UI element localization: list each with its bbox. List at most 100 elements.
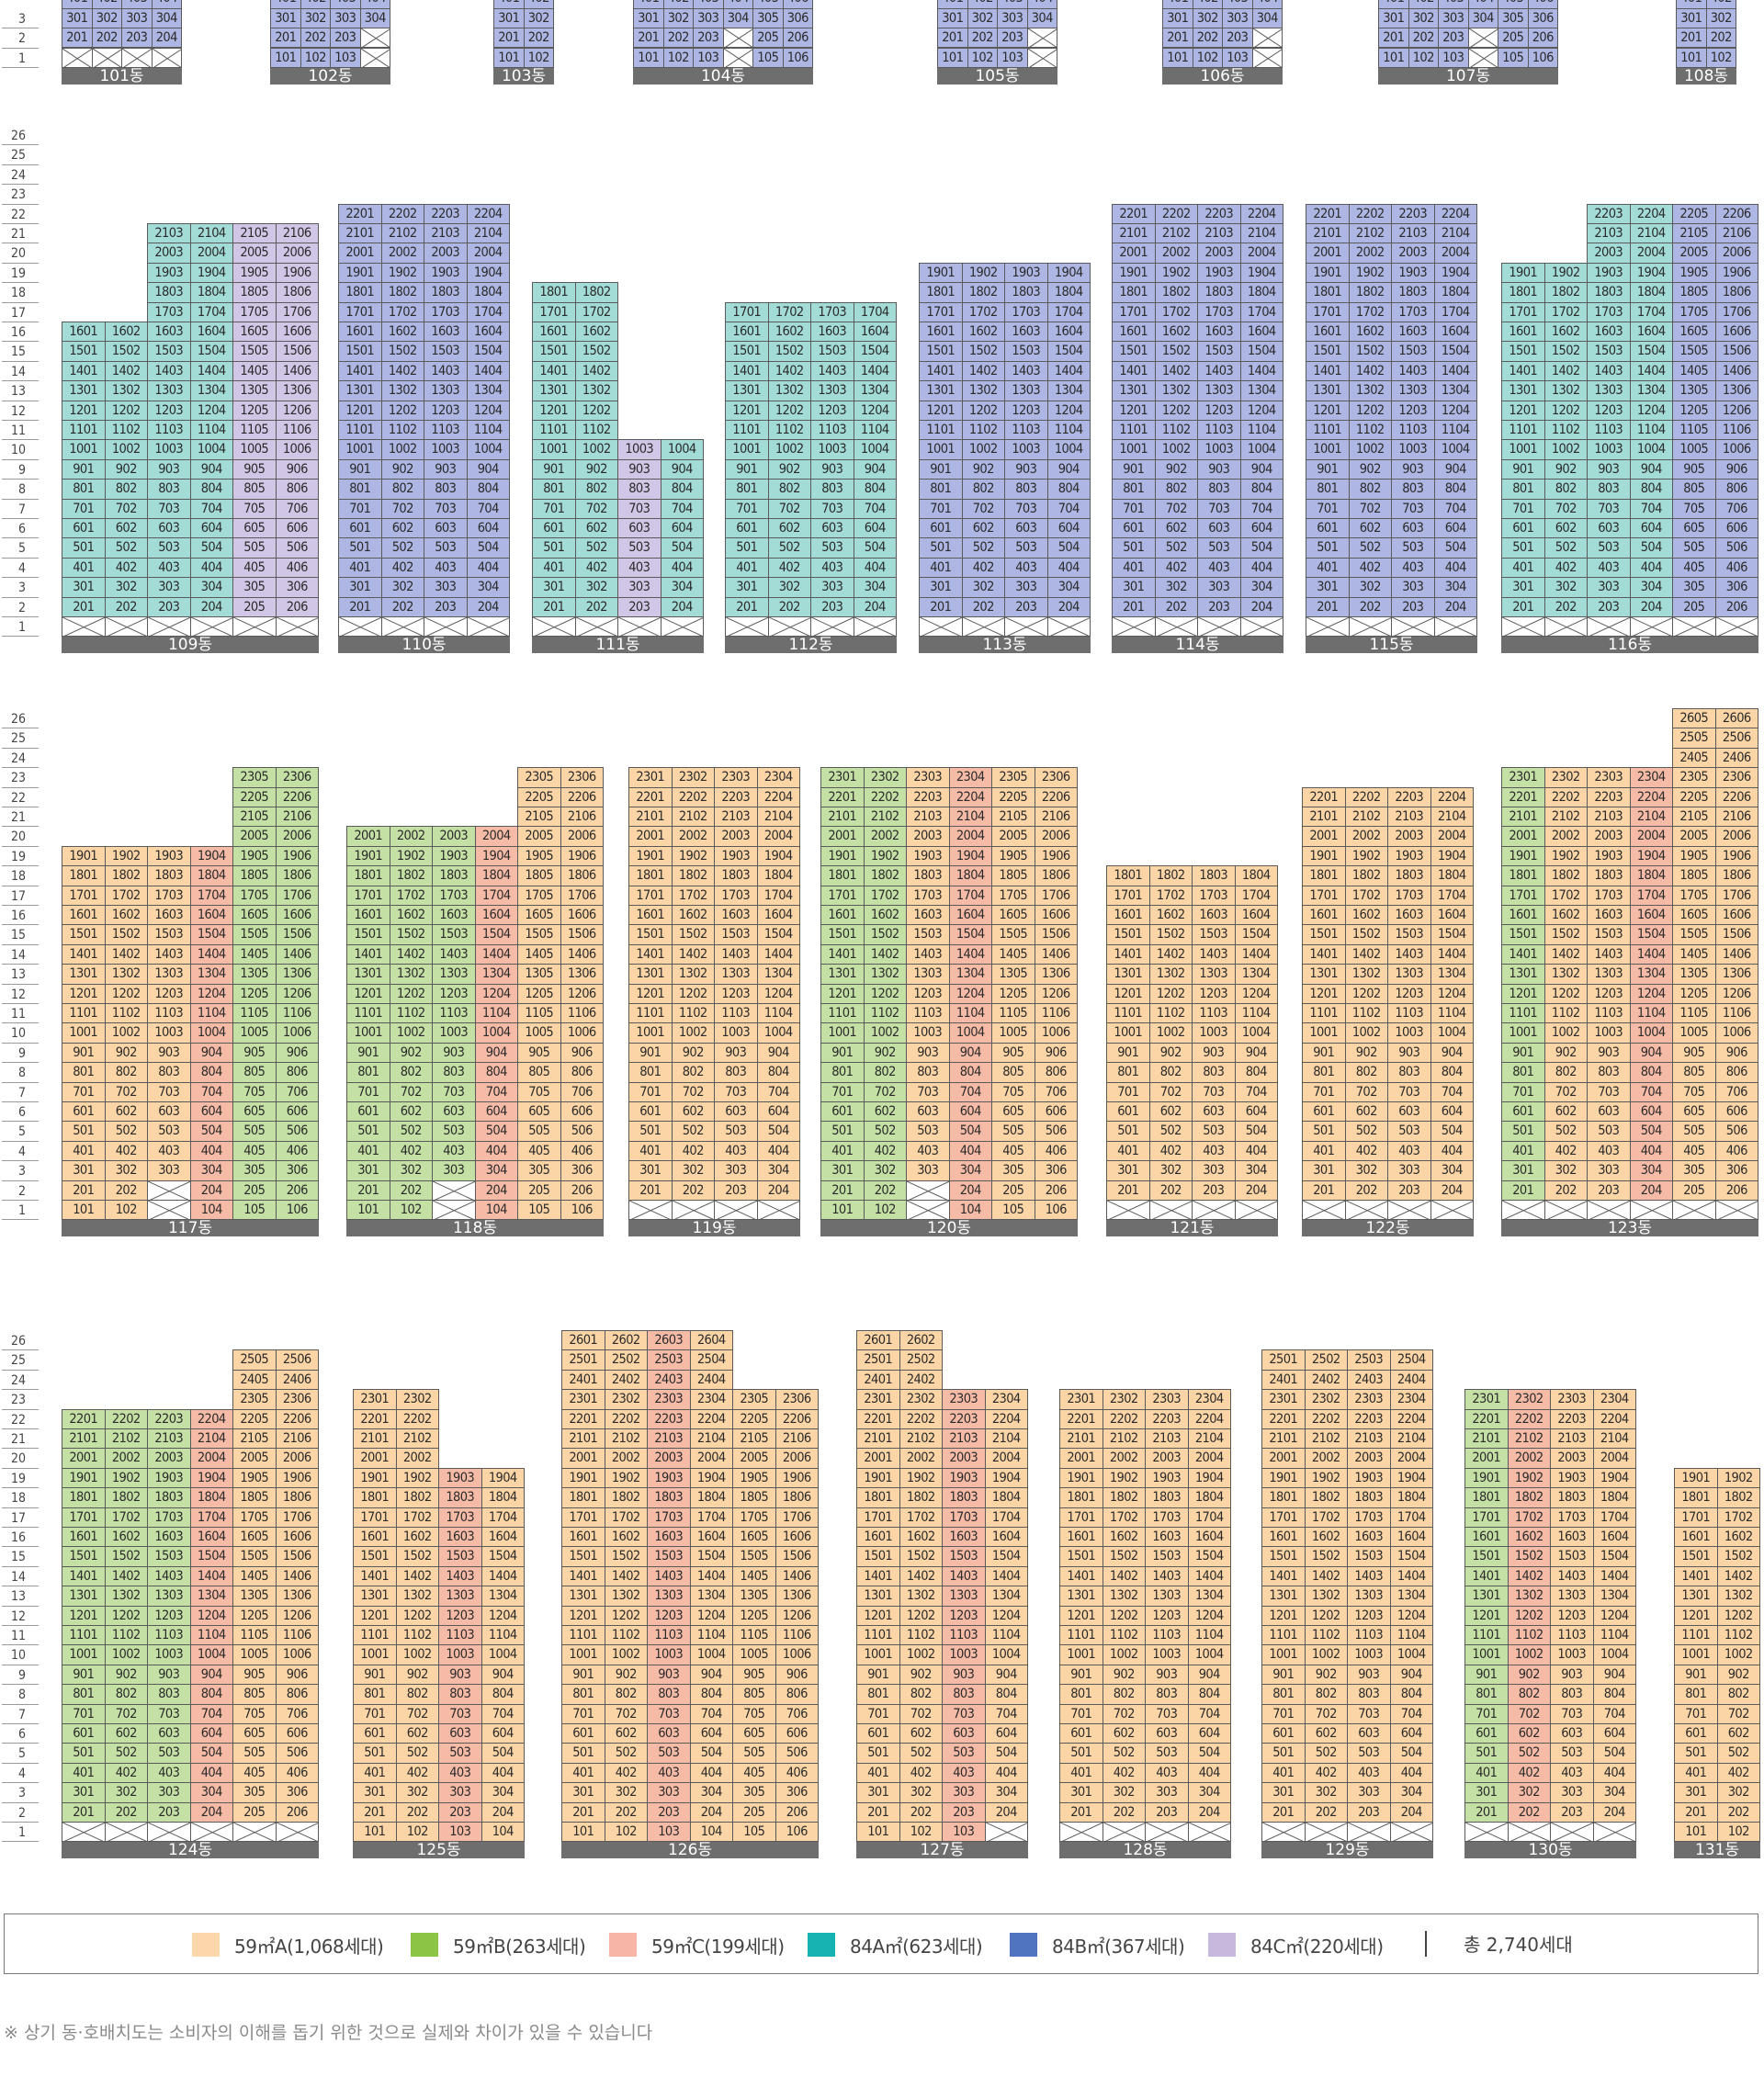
building-label: 102동 xyxy=(270,67,390,85)
unit-cell: 2303 xyxy=(714,767,758,788)
unit-cell: 1801 xyxy=(1674,1487,1718,1508)
unit-cell: 1106 xyxy=(1714,1003,1758,1024)
unit-cell: 202 xyxy=(1102,1801,1146,1823)
unit-cell: 801 xyxy=(561,1684,605,1705)
unit-cell: 1602 xyxy=(380,322,424,343)
unit-cell: 1502 xyxy=(671,924,715,945)
floor-number-label: 6 xyxy=(17,1105,26,1120)
unit-cell: 1201 xyxy=(1261,1605,1306,1626)
unit-cell: 901 xyxy=(1464,1664,1509,1686)
floor-number-label: 24 xyxy=(10,1372,26,1388)
unit-cell: 903 xyxy=(424,458,468,480)
unit-cell: 2002 xyxy=(1507,1448,1551,1469)
unit-cell: 201 xyxy=(1464,1801,1509,1823)
unit-cell: 404 xyxy=(1251,0,1283,9)
unit-cell: 603 xyxy=(1197,518,1241,539)
unit-cell: 603 xyxy=(1192,1101,1236,1123)
unit-cell: 204 xyxy=(1629,596,1673,617)
unit-cell: 901 xyxy=(62,1042,106,1064)
unit-cell: 1401 xyxy=(62,1565,106,1587)
unit-cell: 502 xyxy=(1154,537,1198,559)
unit-cell: 404 xyxy=(1046,557,1091,579)
floor-number-label: 23 xyxy=(10,1393,26,1408)
unit-cell: 803 xyxy=(647,1684,691,1705)
unit-cell: 1205 xyxy=(232,1605,277,1626)
unit-cell: 1004 xyxy=(1592,1644,1636,1665)
unit-cell: 602 xyxy=(1148,1101,1193,1123)
unit-cell: 402 xyxy=(395,1762,439,1784)
unit-cell: 1102 xyxy=(1348,420,1392,441)
unit-cell: 905 xyxy=(232,1042,277,1064)
unit-cell: 1004 xyxy=(189,1022,233,1044)
unit-cell: 804 xyxy=(1433,479,1477,500)
unit-cell: 1504 xyxy=(1592,1546,1636,1567)
unit-cell: 101 xyxy=(493,47,525,68)
unit-cell: 703 xyxy=(1197,498,1241,519)
unit-cell: 502 xyxy=(604,1743,648,1764)
unit-cell: 902 xyxy=(1148,1042,1193,1064)
unit-cell: 1806 xyxy=(275,282,319,303)
unit-cell: 1603 xyxy=(432,905,476,926)
unit-cell: 204 xyxy=(466,596,510,617)
unit-cell: 1303 xyxy=(1587,380,1631,401)
unit-cell: 1703 xyxy=(147,301,191,322)
floor-number-label: 15 xyxy=(10,1550,26,1565)
unit-cell: 1501 xyxy=(1674,1546,1718,1567)
unit-cell: 1802 xyxy=(961,282,1005,303)
floor-axis-tick xyxy=(2,1507,39,1508)
building-label: 121동 xyxy=(1106,1220,1278,1237)
unit-cell: 1702 xyxy=(1716,1507,1760,1528)
unit-cell: 1903 xyxy=(147,845,191,867)
unit-cell: 804 xyxy=(466,479,510,500)
unit-cell: 202 xyxy=(604,1801,648,1823)
unit-cell: 1203 xyxy=(714,983,758,1004)
unit-cell: 1306 xyxy=(1034,964,1078,985)
unit-cell: 903 xyxy=(1192,1042,1236,1064)
unit-cell: 1301 xyxy=(1261,1586,1306,1607)
unit-cell: 601 xyxy=(561,1723,605,1744)
unit-cell: 503 xyxy=(647,1743,691,1764)
unit-cell: 901 xyxy=(1261,1664,1306,1686)
unit-cell: 904 xyxy=(948,1042,992,1064)
unit-cell: 605 xyxy=(1672,1101,1716,1123)
unit-cell: 1503 xyxy=(1192,924,1236,945)
unit-cell: 1606 xyxy=(1714,322,1758,343)
unit-cell: 402 xyxy=(671,1140,715,1162)
unit-cell: 202 xyxy=(1705,28,1736,49)
unit-cell: 1402 xyxy=(104,943,148,965)
unit-cell: 401 xyxy=(532,557,576,579)
unit-cell: 2602 xyxy=(899,1330,943,1351)
unit-cell: 101 xyxy=(1676,47,1707,68)
unit-cell: 301 xyxy=(937,7,968,29)
unit-cell: 803 xyxy=(1192,1062,1236,1083)
pilotis-cell xyxy=(275,1822,319,1843)
unit-cell: 1006 xyxy=(275,1644,319,1665)
unit-cell: 1002 xyxy=(104,1644,148,1665)
unit-cell: 803 xyxy=(147,1684,191,1705)
unit-cell: 2105 xyxy=(517,807,561,828)
floor-axis-tick xyxy=(2,557,39,559)
floor-axis-tick xyxy=(2,845,39,847)
floor-axis-tick xyxy=(2,420,39,421)
floor-number-label: 17 xyxy=(10,1510,26,1526)
unit-cell: 701 xyxy=(1112,498,1156,519)
pilotis-cell xyxy=(1347,1822,1391,1843)
unit-cell: 1105 xyxy=(991,1003,1035,1024)
floor-axis-tick xyxy=(2,282,39,284)
unit-cell: 1502 xyxy=(1544,341,1588,362)
unit-cell: 2002 xyxy=(395,1448,439,1469)
unit-cell: 1801 xyxy=(532,282,576,303)
unit-cell: 1204 xyxy=(466,400,510,421)
unit-cell: 1401 xyxy=(1306,360,1350,382)
unit-cell: 2102 xyxy=(1154,223,1198,244)
unit-cell: 1404 xyxy=(689,1565,733,1587)
unit-cell: 2004 xyxy=(1592,1448,1636,1469)
unit-cell: 1403 xyxy=(1004,360,1048,382)
unit-cell: 604 xyxy=(853,518,897,539)
floor-number-label: 1 xyxy=(17,620,26,635)
unit-cell: 902 xyxy=(767,458,811,480)
unit-cell: 405 xyxy=(1498,0,1529,9)
unit-cell: 503 xyxy=(1550,1743,1594,1764)
building-label: 114동 xyxy=(1112,637,1283,654)
